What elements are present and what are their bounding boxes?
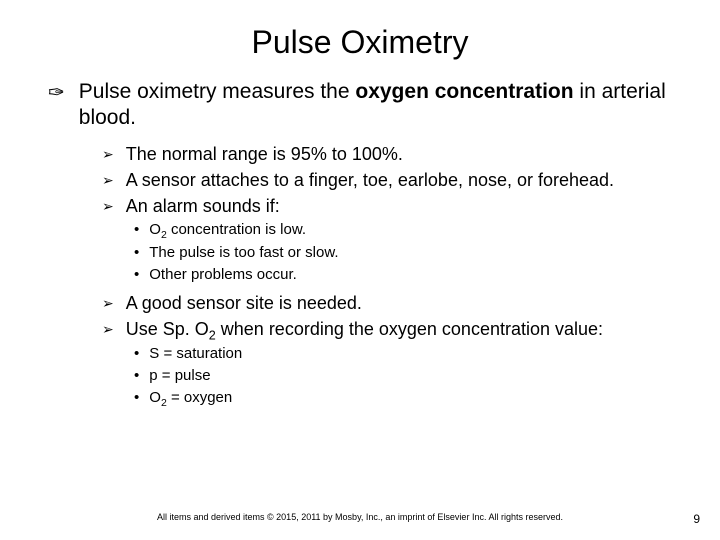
bullet-glyph-lvl2: ➢	[102, 145, 114, 164]
level2-group: ➢ The normal range is 95% to 100%. ➢ A s…	[48, 142, 680, 219]
bullet-text: A good sensor site is needed.	[126, 291, 362, 315]
bullet-text: The normal range is 95% to 100%.	[126, 142, 403, 166]
copyright-footer: All items and derived items © 2015, 2011…	[0, 512, 720, 522]
bullet-level3: • p = pulse	[134, 366, 680, 386]
page-number: 9	[693, 512, 700, 526]
bullet-level3: • S = saturation	[134, 344, 680, 364]
subscript: 2	[209, 329, 216, 343]
bullet-level3: • Other problems occur.	[134, 265, 680, 285]
bullet-text: O2 concentration is low.	[149, 220, 306, 240]
text-run: O	[149, 389, 161, 406]
text-run: Use Sp. O	[126, 319, 209, 339]
bullet-glyph-lvl3: •	[134, 265, 139, 285]
bullet-text: Use Sp. O2 when recording the oxygen con…	[126, 317, 603, 341]
bullet-glyph-lvl3: •	[134, 344, 139, 364]
text-run: concentration is low.	[167, 221, 306, 238]
level2-group: ➢ A good sensor site is needed. ➢ Use Sp…	[48, 291, 680, 342]
bullet-level2: ➢ A sensor attaches to a finger, toe, ea…	[102, 168, 680, 192]
slide-title: Pulse Oximetry	[0, 0, 720, 69]
bullet-glyph-lvl2: ➢	[102, 294, 114, 313]
bullet-text: Other problems occur.	[149, 265, 297, 285]
text-run: Pulse oximetry measures the	[79, 80, 356, 103]
bullet-level2: ➢ Use Sp. O2 when recording the oxygen c…	[102, 317, 680, 341]
bullet-level1: ✑ Pulse oximetry measures the oxygen con…	[48, 79, 680, 132]
bullet-text: O2 = oxygen	[149, 388, 232, 408]
bullet-glyph-lvl2: ➢	[102, 197, 114, 216]
bullet-glyph-lvl3: •	[134, 243, 139, 263]
slide-content: ✑ Pulse oximetry measures the oxygen con…	[0, 69, 720, 408]
text-run: = oxygen	[167, 389, 232, 406]
bullet-text: p = pulse	[149, 366, 210, 386]
bullet-text: An alarm sounds if:	[126, 194, 280, 218]
bullet-glyph-lvl2: ➢	[102, 171, 114, 190]
text-run: when recording the oxygen concentration …	[216, 319, 603, 339]
bullet-glyph-lvl3: •	[134, 388, 139, 408]
bullet-glyph-lvl2: ➢	[102, 320, 114, 339]
level3-group: • O2 concentration is low. • The pulse i…	[48, 220, 680, 285]
bullet-level2: ➢ An alarm sounds if:	[102, 194, 680, 218]
bullet-level3: • O2 concentration is low.	[134, 220, 680, 240]
level3-group: • S = saturation • p = pulse • O2 = oxyg…	[48, 344, 680, 409]
text-run: O	[149, 221, 161, 238]
bullet-text: Pulse oximetry measures the oxygen conce…	[79, 79, 680, 132]
bullet-level3: • The pulse is too fast or slow.	[134, 243, 680, 263]
bullet-level2: ➢ A good sensor site is needed.	[102, 291, 680, 315]
bullet-glyph-lvl1: ✑	[48, 81, 65, 106]
slide: Pulse Oximetry ✑ Pulse oximetry measures…	[0, 0, 720, 540]
bullet-text: S = saturation	[149, 344, 242, 364]
bullet-level2: ➢ The normal range is 95% to 100%.	[102, 142, 680, 166]
text-run-bold: oxygen concentration	[355, 80, 573, 103]
bullet-glyph-lvl3: •	[134, 220, 139, 240]
bullet-text: The pulse is too fast or slow.	[149, 243, 338, 263]
bullet-level3: • O2 = oxygen	[134, 388, 680, 408]
bullet-glyph-lvl3: •	[134, 366, 139, 386]
bullet-text: A sensor attaches to a finger, toe, earl…	[126, 168, 614, 192]
